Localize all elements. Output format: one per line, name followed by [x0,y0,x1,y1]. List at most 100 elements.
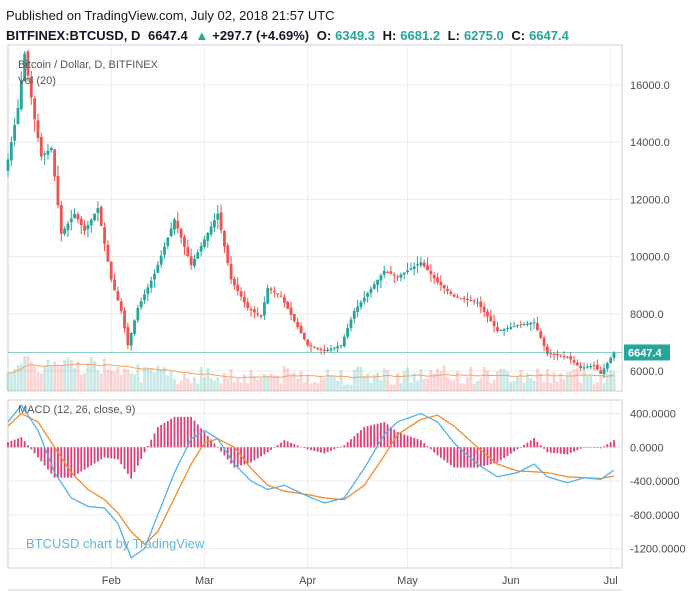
candle-body[interactable] [352,310,356,319]
candle-body[interactable] [39,136,43,157]
candle-body[interactable] [366,293,370,297]
candle-body[interactable] [585,366,589,368]
candle-body[interactable] [103,227,106,244]
candle-body[interactable] [126,327,130,346]
candle-body[interactable] [396,276,399,278]
candle-body[interactable] [13,125,17,141]
candle-body[interactable] [572,360,576,363]
candle-body[interactable] [462,298,466,300]
candle-body[interactable] [66,223,70,230]
candle-body[interactable] [259,315,263,317]
candle-body[interactable] [79,218,83,226]
candle-body[interactable] [109,261,113,280]
candle-body[interactable] [209,226,213,235]
candle-body[interactable] [476,302,479,304]
candle-body[interactable] [299,326,303,334]
candle-body[interactable] [123,310,126,329]
candle-body[interactable] [243,296,246,303]
candle-body[interactable] [546,346,549,354]
candle-body[interactable] [69,218,73,223]
candle-body[interactable] [186,247,190,257]
candle-body[interactable] [402,272,406,275]
candle-body[interactable] [446,289,449,291]
candle-body[interactable] [595,364,599,370]
candle-body[interactable] [302,332,306,340]
candle-body[interactable] [113,279,116,290]
candle-body[interactable] [63,228,67,234]
candle-body[interactable] [163,246,166,255]
candle-body[interactable] [399,274,403,278]
candle-body[interactable] [266,288,270,304]
candle-body[interactable] [386,271,389,273]
candle-body[interactable] [223,231,226,247]
candle-body[interactable] [472,300,476,302]
candle-body[interactable] [492,321,496,327]
candle-body[interactable] [189,256,193,266]
candle-body[interactable] [133,320,136,334]
candle-body[interactable] [169,228,173,236]
candle-body[interactable] [432,275,436,279]
candle-body[interactable] [96,207,100,214]
candle-body[interactable] [565,356,569,358]
candle-body[interactable] [502,329,506,331]
candle-body[interactable] [233,278,236,286]
candle-body[interactable] [292,313,296,321]
candle-body[interactable] [406,270,409,273]
candle-body[interactable] [286,301,290,309]
candle-body[interactable] [256,313,260,315]
candle-body[interactable] [296,321,300,328]
candle-body[interactable] [76,214,80,220]
candle-body[interactable] [219,212,223,231]
candle-body[interactable] [116,291,120,301]
candle-body[interactable] [316,347,320,349]
candle-body[interactable] [16,107,20,124]
candle-body[interactable] [442,284,446,289]
candle-body[interactable] [339,345,343,347]
candle-body[interactable] [6,159,10,171]
candle-body[interactable] [159,255,163,265]
candle-body[interactable] [582,367,586,369]
candle-body[interactable] [229,263,233,280]
candle-body[interactable] [526,323,529,325]
candle-body[interactable] [542,337,546,346]
candle-body[interactable] [612,352,616,358]
candle-body[interactable] [362,297,366,302]
candle-body[interactable] [416,264,419,266]
candle-body[interactable] [419,262,423,266]
candle-body[interactable] [106,244,110,262]
candle-body[interactable] [549,353,553,355]
candle-body[interactable] [249,308,253,311]
candle-body[interactable] [389,271,393,274]
candle-body[interactable] [382,270,386,275]
candle-body[interactable] [609,357,613,364]
candle-body[interactable] [23,53,27,81]
candle-body[interactable] [552,353,556,355]
candle-body[interactable] [206,233,210,241]
candle-body[interactable] [36,120,40,138]
candle-body[interactable] [9,142,13,161]
candle-body[interactable] [409,268,413,271]
candle-body[interactable] [359,302,363,308]
candle-body[interactable] [529,322,533,325]
candle-body[interactable] [369,288,373,293]
candle-body[interactable] [83,225,86,231]
candle-body[interactable] [216,213,220,220]
candle-body[interactable] [459,298,463,300]
candle-body[interactable] [29,76,33,98]
candle-body[interactable] [56,176,60,206]
candles[interactable] [6,49,616,379]
candle-body[interactable] [33,98,37,120]
candle-body[interactable] [213,220,216,228]
candle-body[interactable] [73,213,76,219]
candle-body[interactable] [246,302,250,309]
candle-body[interactable] [569,356,573,360]
candle-body[interactable] [252,309,256,313]
candle-body[interactable] [346,328,350,337]
candle-body[interactable] [199,245,203,252]
candle-body[interactable] [532,322,536,324]
candle-body[interactable] [592,365,596,367]
candle-body[interactable] [306,339,310,346]
candle-body[interactable] [512,326,516,328]
candle-body[interactable] [539,331,543,339]
